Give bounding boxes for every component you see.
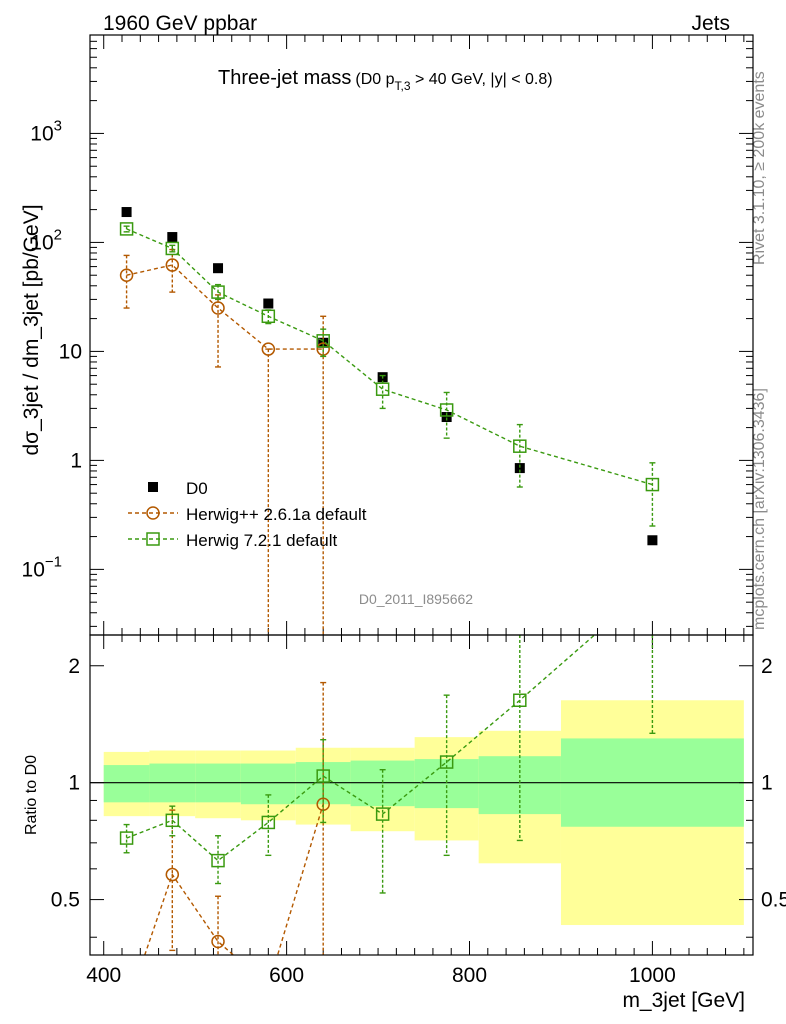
mc-point [316, 334, 330, 348]
mc-point [119, 268, 134, 282]
plot-title-cuts-subscript: T,3 [395, 79, 411, 93]
mc-point [165, 258, 180, 272]
mc-point [261, 815, 276, 830]
ratio-uncertainty-bands [90, 700, 753, 926]
data-point [213, 263, 224, 274]
y-tick-label: 10−1 [22, 553, 62, 581]
analysis-id-label: D0_2011_I895662 [359, 591, 473, 607]
plot-title: Three-jet mass (D0 pT,3 > 40 GeV, |y| < 0… [218, 67, 553, 93]
series-line [126, 264, 324, 350]
series-1 [119, 248, 330, 635]
main-data-series [119, 207, 660, 635]
x-tick-label: 800 [452, 964, 487, 987]
data-point [263, 298, 274, 309]
mc-point [316, 769, 330, 783]
y-tick-label: 102 [30, 226, 62, 254]
mc-point [165, 241, 180, 256]
mc-point [211, 285, 225, 299]
collider-label: 1960 GeV ppbar [103, 12, 257, 35]
main-y-axis-label: dσ_3jet / dm_3jet [pb/GeV] [20, 204, 43, 455]
mc-point [211, 301, 225, 315]
y-tick-label: 1 [70, 449, 82, 472]
series-line [144, 803, 324, 955]
rivet-version-label: Rivet 3.1.10, ≥ 200k events [751, 71, 768, 265]
mc-point [119, 222, 134, 236]
x-axis-label: m_3jet [GeV] [622, 989, 745, 1012]
mc-point [211, 934, 225, 949]
legend: D0 Herwig++ 2.6.1a default Herwig 7.2.1 de… [128, 479, 367, 550]
series-2 [119, 222, 660, 527]
mc-point [165, 867, 180, 882]
uncertainty-band-inner [103, 765, 150, 803]
uncertainty-band-inner [240, 763, 296, 805]
ratio-y-tick-label: 1 [68, 772, 80, 795]
main-axis-ticks: 1 10 102 103 10−1 [22, 34, 753, 635]
mc-point [146, 506, 160, 520]
ratio-y-tick-label-right: 2 [761, 655, 773, 678]
data-point [441, 412, 452, 423]
ratio-y-tick-label: 2 [68, 655, 80, 678]
x-tick-label: 600 [269, 964, 304, 987]
series-line [126, 228, 653, 486]
mc-point [261, 309, 276, 324]
mc-point [165, 813, 180, 828]
mc-point [439, 755, 454, 769]
x-tick-label: 1000 [629, 964, 676, 987]
ratio-y-tick-label: 0.5 [51, 889, 80, 912]
process-label: Jets [691, 12, 730, 35]
mc-point [513, 693, 527, 708]
ratio-y-tick-label-right: 1 [761, 772, 773, 795]
data-point [514, 463, 525, 474]
data-point [121, 207, 132, 218]
ratio-series-0 [144, 681, 330, 955]
y-tick-label: 10 [59, 340, 82, 363]
data-point [167, 232, 178, 243]
mc-point [211, 853, 225, 868]
mc-point [261, 342, 276, 356]
x-tick-label: 400 [86, 964, 121, 987]
ratio-data-series [119, 635, 656, 955]
plot-title-main: Three-jet mass [218, 67, 351, 89]
mc-point [439, 403, 454, 417]
plot-title-cuts: (D0 p [355, 71, 394, 88]
mc-point [146, 532, 160, 546]
ratio-y-tick-label-right: 0.5 [761, 889, 786, 912]
ratio-plot-frame [89, 634, 754, 956]
mc-point [375, 382, 390, 396]
plot-title-cuts-rest: > 40 GeV, |y| < 0.8) [411, 71, 553, 88]
legend-label: Herwig++ 2.6.1a default [186, 505, 367, 524]
ratio-series-1 [119, 635, 656, 894]
mcplots-reference-label: mcplots.cern.ch [arXiv:1306.3436] [751, 388, 768, 630]
mc-point [645, 477, 660, 492]
uncertainty-band-inner [350, 760, 415, 807]
ratio-y-axis-label: Ratio to D0 [23, 755, 40, 835]
legend-entry: D0 [148, 479, 208, 498]
data-point [647, 535, 658, 546]
legend-label: D0 [186, 479, 208, 498]
legend-entry: Herwig++ 2.6.1a default [128, 505, 367, 524]
data-point [148, 482, 158, 492]
y-tick-label: 103 [30, 117, 62, 145]
legend-label: Herwig 7.2.1 default [186, 531, 337, 550]
legend-entry: Herwig 7.2.1 default [128, 531, 337, 550]
mc-point [513, 439, 527, 453]
mc-point [375, 807, 390, 821]
mc-point [119, 831, 134, 845]
